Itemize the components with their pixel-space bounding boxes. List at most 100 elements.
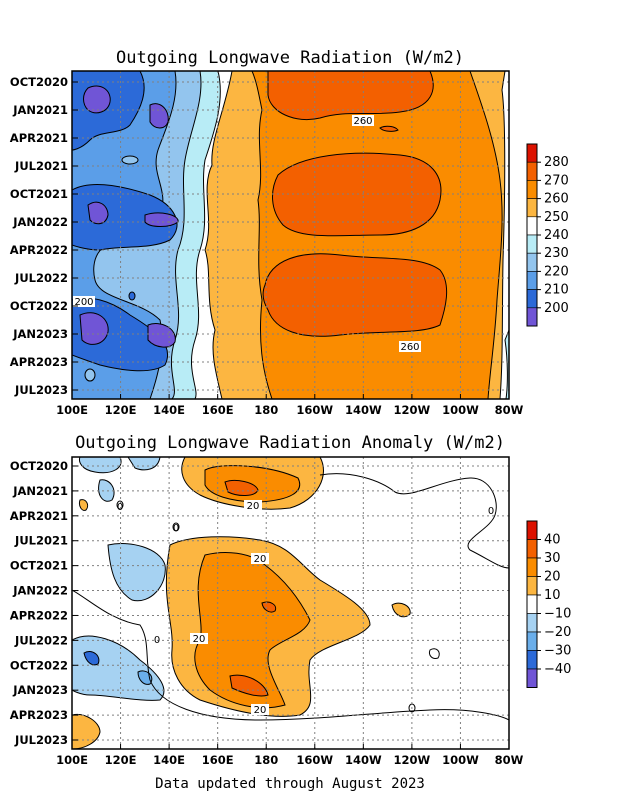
x-tick-label: 160E: [202, 753, 234, 767]
top-plot-frame: [71, 70, 510, 400]
colorbar-swatch: [526, 650, 538, 670]
footer-note: Data updated through August 2023: [155, 776, 425, 792]
x-tick-label: 160W: [296, 403, 333, 417]
colorbar-label: 280: [544, 155, 569, 170]
colorbar-label: 240: [544, 228, 569, 243]
contour-label: 20: [193, 634, 206, 645]
x-tick-label: 140W: [345, 753, 382, 767]
y-tick-label: JAN2021: [12, 484, 68, 498]
x-tick-label: 120W: [394, 403, 431, 417]
colorbar-label: 220: [544, 264, 569, 279]
colorbar-label: 40: [544, 533, 561, 548]
colorbar-swatch: [526, 613, 538, 633]
y-tick-label: JUL2021: [14, 534, 68, 548]
x-tick-label: 140W: [345, 403, 382, 417]
colorbar-label: 20: [544, 570, 561, 585]
colorbar-swatch: [526, 198, 538, 218]
colorbar-swatch: [526, 631, 538, 651]
y-tick-label: APR2023: [10, 355, 68, 369]
contour-label: 20: [247, 501, 260, 512]
colorbar-swatch: [526, 289, 538, 309]
bottom-x-axis: 100E 120E 140E 160E 180 160W 140W 120W 100W 80W: [56, 744, 524, 767]
y-tick-label: APR2022: [10, 243, 68, 257]
x-tick-label: 100W: [442, 753, 479, 767]
colorbar-label: −10: [544, 607, 571, 622]
contour-label: 0: [154, 635, 160, 646]
contour-label: 260: [353, 116, 372, 127]
bottom-contour-labels: 20 20 20 20 0 0 0 0: [117, 500, 494, 716]
colorbar-swatch: [526, 161, 538, 181]
colorbar-label: 10: [544, 588, 561, 603]
colorbar-label: 30: [544, 551, 561, 566]
y-tick-label: APR2023: [10, 708, 68, 722]
colorbar-swatch: [526, 307, 538, 327]
y-tick-label: OCT2022: [10, 658, 68, 672]
y-tick-label: JAN2022: [12, 215, 68, 229]
top-x-axis: 100E 120E 140E 160E 180 160W 140W 120W 100W 80W: [56, 394, 524, 417]
y-tick-label: JUL2021: [14, 159, 68, 173]
contour-label: 0: [488, 506, 494, 517]
contour-label: 20: [254, 705, 267, 716]
colorbar-label: 210: [544, 283, 569, 298]
y-tick-label: OCT2020: [10, 75, 68, 89]
y-tick-label: OCT2021: [10, 559, 68, 573]
colorbar-swatch: [526, 271, 538, 290]
x-tick-label: 140E: [153, 753, 185, 767]
colorbar-frame: [526, 520, 538, 688]
top-contour-field: [72, 71, 509, 399]
y-tick-label: JAN2021: [12, 103, 68, 117]
colorbar-label: 230: [544, 246, 569, 261]
y-tick-label: JUL2023: [14, 383, 68, 397]
top-y-axis: OCT2020 JAN2021 APR2021 JUL2021 OCT2021 JAN20…: [10, 75, 78, 397]
bottom-y-axis: OCT2020 JAN2021 APR2021 JUL2021 OCT2021 JAN20…: [10, 459, 78, 747]
contour-label: 20: [254, 554, 267, 565]
y-tick-label: OCT2021: [10, 187, 68, 201]
colorbar-swatch: [526, 180, 538, 199]
colorbar-swatch: [526, 594, 538, 614]
y-tick-label: OCT2022: [10, 299, 68, 313]
x-tick-label: 120E: [105, 403, 137, 417]
colorbar-label: 250: [544, 210, 569, 225]
colorbar-swatch: [526, 216, 538, 236]
x-tick-label: 120W: [394, 753, 431, 767]
colorbar-swatch: [526, 668, 538, 688]
contour-label: 0: [117, 502, 123, 513]
contour-label: 0: [173, 523, 179, 534]
top-contour-labels: 260 260 200: [73, 115, 421, 353]
colorbar-label: −30: [544, 644, 571, 659]
x-tick-label: 100E: [56, 753, 88, 767]
x-tick-label: 100E: [56, 403, 88, 417]
bottom-grid: [72, 457, 509, 749]
y-tick-label: APR2021: [10, 131, 68, 145]
bottom-chart-title: Outgoing Longwave Radiation Anomaly (W/m…: [75, 433, 505, 453]
colorbar-swatch: [526, 520, 538, 540]
y-tick-label: OCT2020: [10, 459, 68, 473]
x-tick-label: 180: [254, 753, 278, 767]
y-tick-label: APR2022: [10, 608, 68, 622]
x-tick-label: 160E: [202, 403, 234, 417]
colorbar-swatch: [526, 143, 538, 163]
x-tick-label: 100W: [442, 403, 479, 417]
top-chart-title: Outgoing Longwave Radiation (W/m2): [116, 48, 464, 68]
x-tick-label: 80W: [495, 403, 524, 417]
colorbar-label: 200: [544, 301, 569, 316]
y-tick-label: APR2021: [10, 509, 68, 523]
y-tick-label: JUL2022: [14, 633, 68, 647]
colorbar-swatch: [526, 576, 538, 596]
y-tick-label: JAN2023: [12, 327, 68, 341]
y-tick-label: JAN2022: [12, 584, 68, 598]
y-tick-label: JAN2023: [12, 683, 68, 697]
x-tick-label: 140E: [153, 403, 185, 417]
bottom-contour-field: [72, 457, 509, 749]
colorbar-label: 260: [544, 192, 569, 207]
colorbar-label: 270: [544, 173, 569, 188]
x-tick-label: 120E: [105, 753, 137, 767]
bottom-plot-frame: [71, 456, 510, 750]
contour-label: 200: [74, 297, 93, 308]
x-tick-label: 80W: [495, 753, 524, 767]
y-tick-label: JUL2022: [14, 271, 68, 285]
bottom-colorbar: 40 30 20 10 −10 −20 −30 −40: [526, 520, 571, 688]
colorbar-swatch: [526, 252, 538, 272]
y-tick-label: JUL2023: [14, 733, 68, 747]
